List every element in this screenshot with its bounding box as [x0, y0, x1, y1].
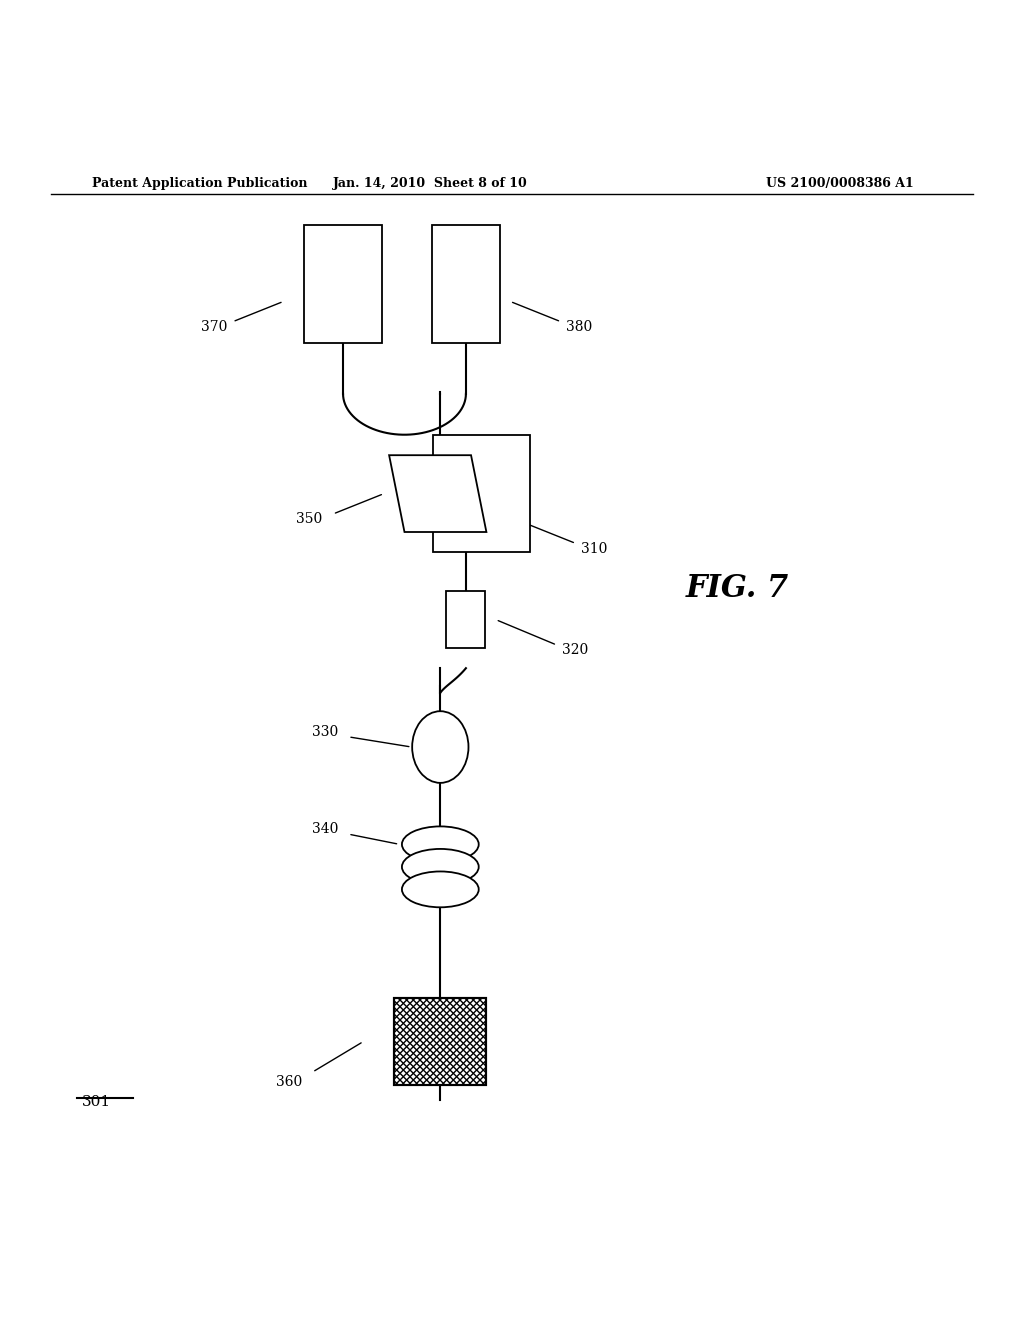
Bar	[433, 434, 530, 553]
Ellipse shape	[412, 711, 469, 783]
Text: 340: 340	[311, 822, 338, 836]
Text: Spectrum detection
device: Spectrum detection device	[333, 232, 353, 335]
Text: FIG. 7: FIG. 7	[686, 573, 788, 603]
Text: Application device: Application device	[462, 235, 470, 333]
Ellipse shape	[401, 871, 478, 907]
Text: 330: 330	[311, 725, 338, 739]
Text: 320: 320	[562, 643, 589, 657]
Bar	[304, 224, 382, 343]
Text: Patent Application Publication: Patent Application Publication	[92, 177, 307, 190]
Text: 301: 301	[82, 1096, 111, 1109]
Text: US 2100/0008386 A1: US 2100/0008386 A1	[766, 177, 913, 190]
Text: 360: 360	[275, 1076, 302, 1089]
Text: Pumping source: Pumping source	[475, 445, 487, 541]
Bar	[394, 998, 486, 1085]
Ellipse shape	[401, 849, 478, 884]
Bar	[446, 591, 485, 648]
Text: 310: 310	[582, 541, 607, 556]
Text: Jan. 14, 2010  Sheet 8 of 10: Jan. 14, 2010 Sheet 8 of 10	[333, 177, 527, 190]
Polygon shape	[389, 455, 486, 532]
Bar	[432, 224, 500, 343]
Text: 350: 350	[296, 512, 323, 527]
Text: 370: 370	[201, 319, 227, 334]
Bar	[394, 998, 486, 1085]
Text: 380: 380	[566, 319, 593, 334]
Ellipse shape	[401, 826, 478, 862]
